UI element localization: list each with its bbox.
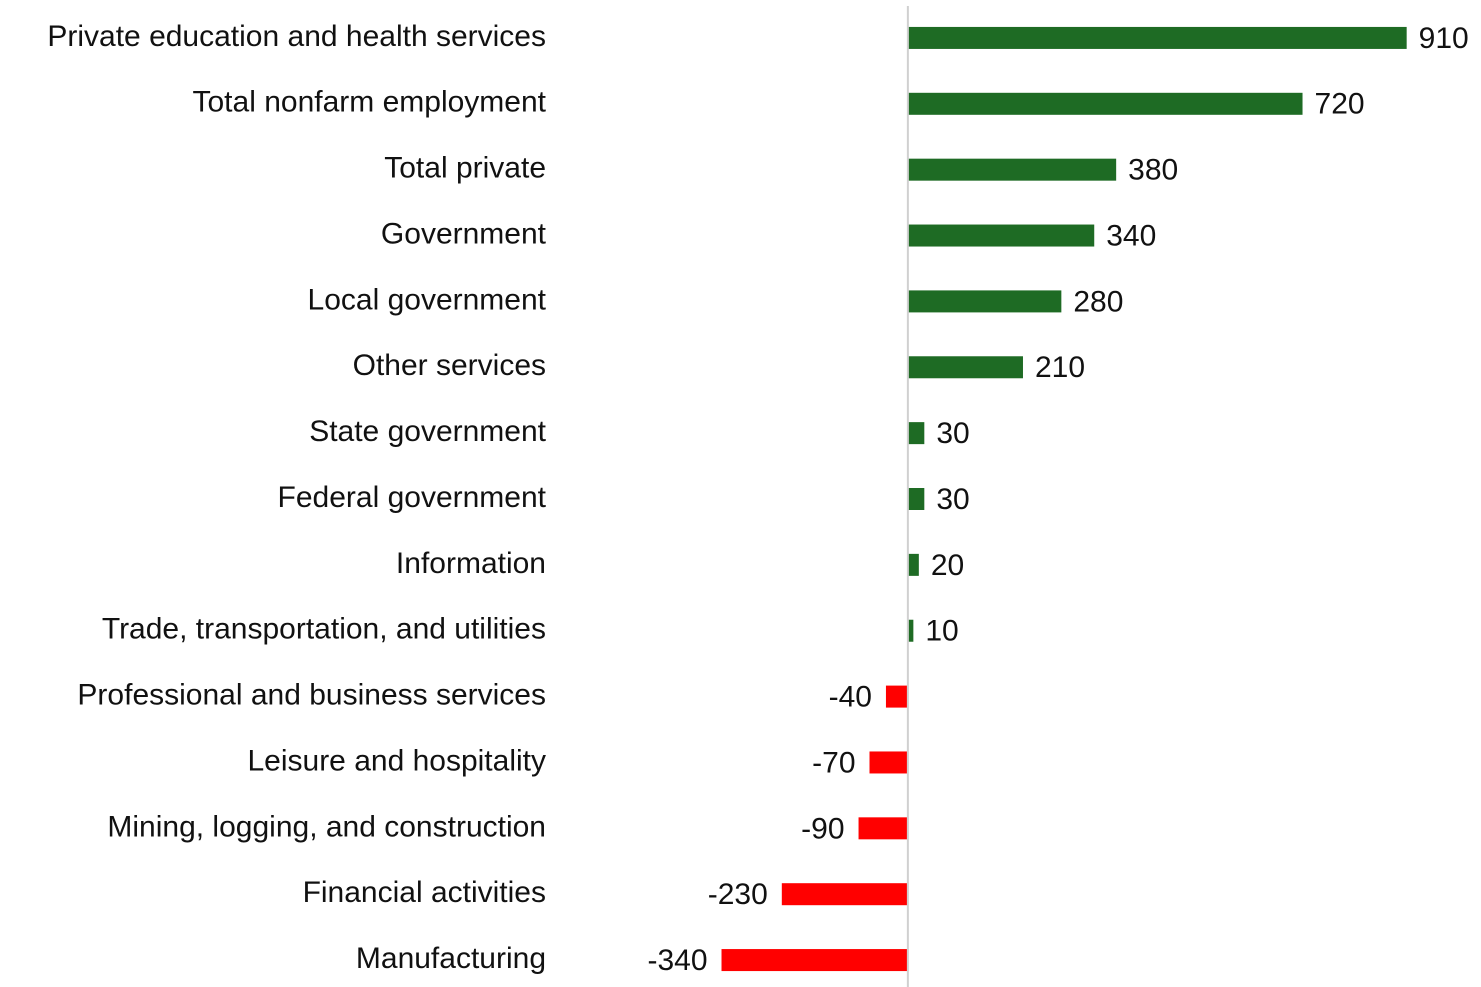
- value-label: 280: [1073, 285, 1123, 318]
- bar: [907, 92, 1303, 115]
- value-label: -90: [801, 812, 844, 845]
- bar: [907, 224, 1095, 247]
- value-label: -230: [708, 878, 768, 911]
- category-label: Information: [396, 547, 546, 580]
- category-label: Private education and health services: [47, 20, 546, 53]
- category-label: Trade, transportation, and utilities: [102, 613, 546, 646]
- value-label: 210: [1035, 351, 1085, 384]
- value-label: 720: [1315, 88, 1365, 121]
- value-label: 30: [936, 483, 969, 516]
- category-label: Professional and business services: [77, 679, 546, 712]
- bar: [907, 158, 1117, 181]
- category-label: Total nonfarm employment: [193, 86, 547, 119]
- value-label: -40: [829, 681, 872, 714]
- value-label: 30: [936, 417, 969, 450]
- category-label: Other services: [353, 349, 546, 382]
- bar: [907, 619, 914, 642]
- value-label: 20: [931, 549, 964, 582]
- bar: [885, 685, 908, 708]
- value-label: 380: [1128, 154, 1178, 187]
- bar: [907, 553, 919, 576]
- bar: [907, 356, 1023, 379]
- category-label: Total private: [384, 152, 546, 185]
- category-label: Local government: [308, 283, 547, 316]
- value-label: 10: [925, 615, 958, 648]
- bar: [858, 817, 908, 840]
- bar: [907, 290, 1062, 313]
- bar: [907, 422, 925, 445]
- bar: [721, 949, 908, 972]
- category-label: Leisure and hospitality: [247, 744, 546, 777]
- value-label: -70: [812, 746, 855, 779]
- category-label: Government: [381, 217, 547, 250]
- bar: [781, 883, 908, 906]
- bar: [907, 26, 1407, 49]
- value-label: -340: [647, 944, 707, 977]
- category-label: Mining, logging, and construction: [107, 810, 546, 843]
- category-label: Manufacturing: [356, 942, 546, 975]
- bar: [907, 488, 925, 510]
- value-label: 910: [1419, 22, 1469, 55]
- category-label: Financial activities: [303, 876, 546, 909]
- category-label: Federal government: [278, 481, 547, 514]
- value-label: 340: [1106, 219, 1156, 252]
- category-label: State government: [309, 415, 546, 448]
- bar: [869, 751, 908, 774]
